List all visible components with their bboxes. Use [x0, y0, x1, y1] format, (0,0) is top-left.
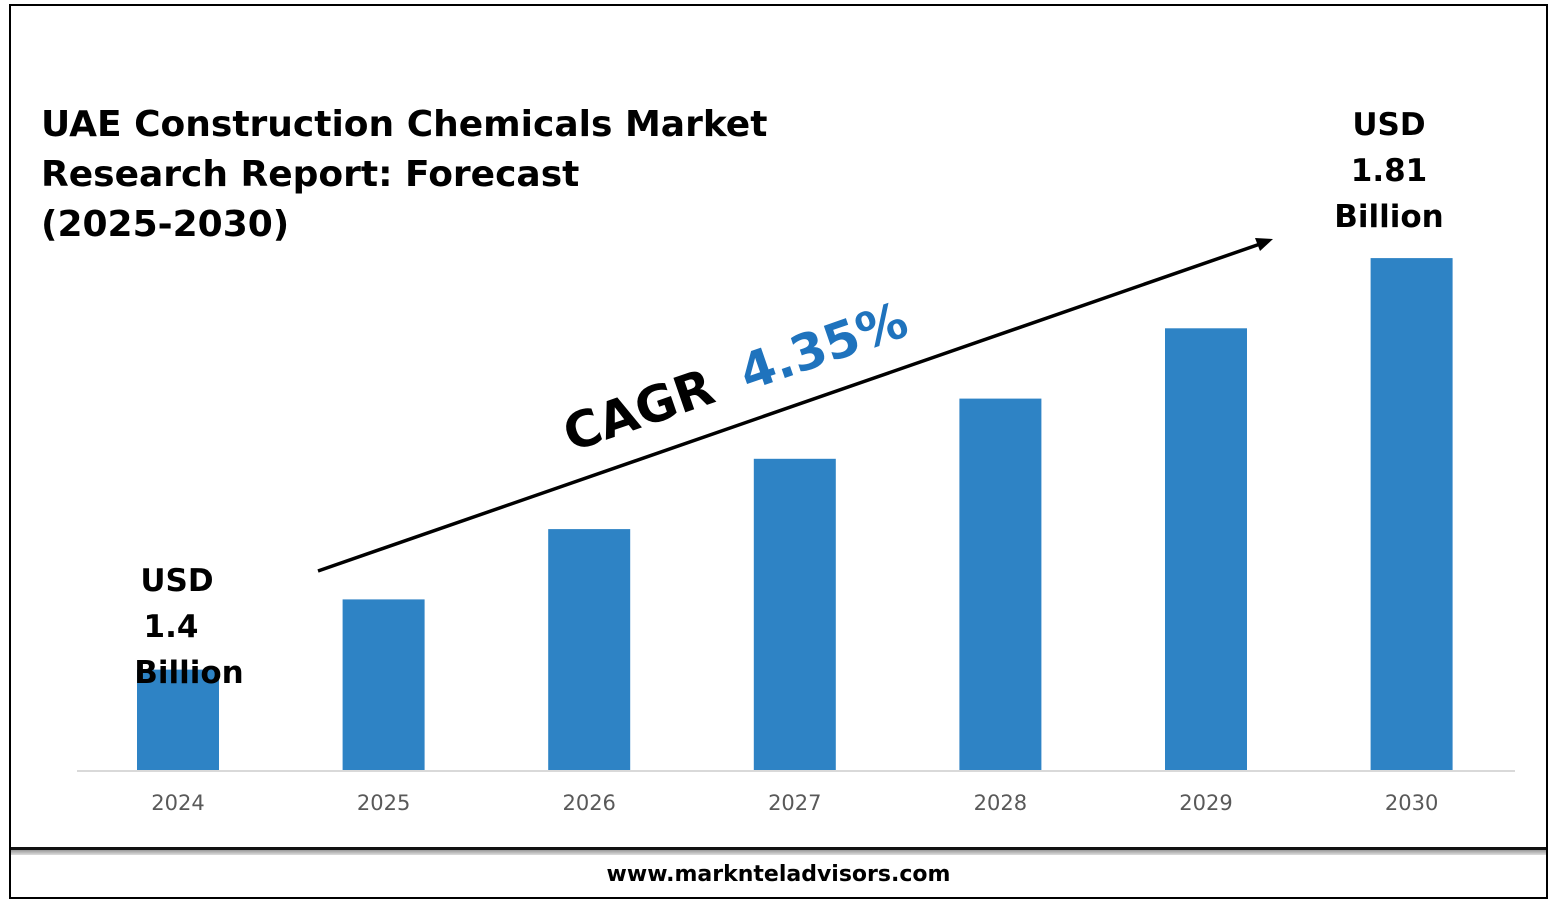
bars-group — [137, 258, 1453, 770]
bar-2026 — [548, 529, 631, 770]
bar-2025 — [342, 599, 425, 770]
cagr-arrow — [317, 238, 1273, 573]
cagr-arrow-head — [1255, 238, 1273, 251]
bar-2024 — [137, 669, 219, 770]
tick-labels-group: 2024 2025 2026 2027 2028 2029 2030 — [151, 791, 1438, 815]
bar-2030 — [1370, 258, 1453, 770]
end-value-amount: 1.81 — [1350, 153, 1428, 189]
bar-2029 — [1165, 328, 1247, 770]
start-value-currency: USD — [140, 563, 214, 599]
end-value-unit: Billion — [1334, 199, 1444, 235]
start-value-unit: Billion — [134, 655, 244, 691]
footer-website: www.marknteladvisors.com — [606, 862, 951, 887]
tick-label-2027: 2027 — [768, 791, 821, 815]
cagr-annotation: CAGR 4.35% — [556, 291, 915, 464]
tick-label-2030: 2030 — [1385, 791, 1438, 815]
cagr-value: 4.35% — [732, 291, 915, 403]
start-value-amount: 1.4 — [143, 609, 199, 645]
cagr-label: CAGR — [556, 358, 721, 464]
tick-label-2024: 2024 — [151, 791, 204, 815]
tick-label-2025: 2025 — [357, 791, 410, 815]
end-value-currency: USD — [1352, 107, 1426, 143]
bar-chart: 2024 2025 2026 2027 2028 2029 2030 CAGR 4.35% — [77, 238, 1515, 815]
bar-2028 — [959, 398, 1042, 770]
start-value-label: USD 1.4 Billion — [67, 558, 287, 696]
chart-frame: UAE Construction Chemicals Market Resear… — [9, 4, 1548, 899]
chart-title: UAE Construction Chemicals Market Resear… — [41, 104, 768, 245]
cagr-arrow-shaft — [317, 241, 1264, 573]
tick-label-2026: 2026 — [562, 791, 615, 815]
tick-label-2029: 2029 — [1179, 791, 1232, 815]
tick-label-2028: 2028 — [974, 791, 1027, 815]
bar-2027 — [753, 458, 836, 770]
end-value-label: USD 1.81 Billion — [1279, 102, 1499, 240]
footer-divider — [11, 847, 1546, 855]
